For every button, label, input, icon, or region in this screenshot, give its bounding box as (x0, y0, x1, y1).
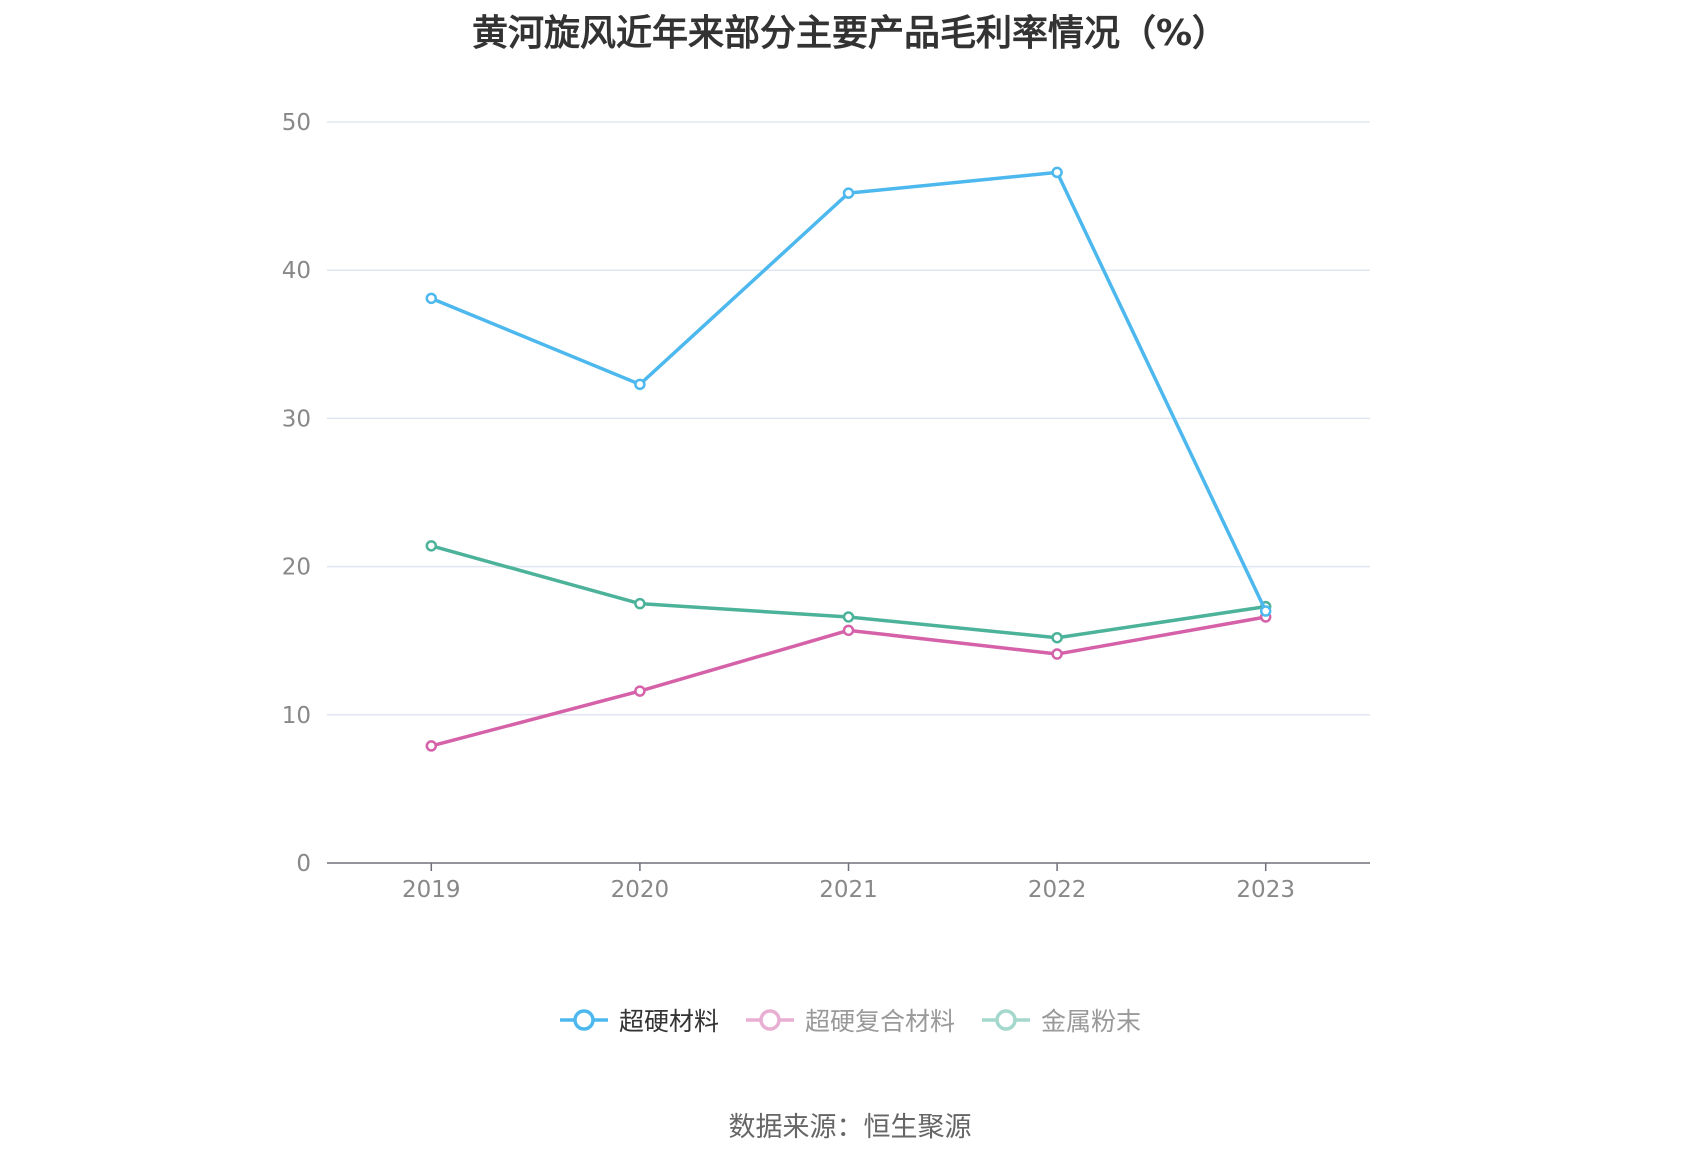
line-chart: 0 10 20 30 40 50 2019 2020 2021 2022 2023 (282, 110, 1370, 903)
x-tick-label: 2023 (1236, 877, 1295, 903)
x-tick-label: 2022 (1028, 877, 1087, 903)
legend-label: 超硬材料 (618, 1007, 719, 1036)
data-point (1051, 166, 1063, 179)
data-point (842, 624, 855, 637)
y-tick-label: 20 (282, 555, 311, 581)
y-tick-label: 40 (282, 258, 311, 284)
legend-item-1[interactable]: 超硬材料 (559, 1002, 719, 1038)
y-tick-label: 30 (282, 406, 311, 432)
data-point (1051, 631, 1063, 644)
data-point (842, 187, 855, 199)
legend-item-2[interactable]: 超硬复合材料 (745, 1002, 955, 1038)
series-line-2 (430, 615, 1267, 748)
data-point (425, 292, 438, 305)
data-point (842, 611, 855, 623)
y-tick-label: 0 (296, 851, 311, 877)
y-tick-label: 10 (282, 703, 311, 729)
x-tick-label: 2019 (402, 877, 461, 903)
legend-label: 超硬复合材料 (804, 1007, 955, 1036)
data-point (634, 378, 646, 391)
legend: 超硬材料 超硬复合材料 金属粉末 (0, 1002, 1700, 1038)
x-tick-label: 2021 (819, 877, 878, 903)
series-line-1 (430, 170, 1268, 612)
chart-title: 黄河旋风近年来部分主要产品毛利率情况（%） (471, 13, 1229, 54)
data-point (634, 685, 646, 697)
legend-item-3[interactable]: 金属粉末 (981, 1002, 1141, 1038)
data-point (1051, 648, 1063, 660)
legend-label: 金属粉末 (1041, 1007, 1142, 1036)
data-point (425, 740, 438, 752)
legend-line-circle-icon (982, 1009, 1030, 1031)
legend-line-circle-icon (559, 1009, 608, 1031)
data-source: 数据来源：恒生聚源 (728, 1112, 972, 1143)
data-point (425, 540, 438, 552)
legend-line-circle-icon (745, 1009, 794, 1031)
data-point (634, 597, 646, 610)
data-point (1259, 605, 1272, 617)
x-tick-label: 2020 (611, 877, 670, 903)
series-line-3 (430, 544, 1266, 640)
y-tick-label: 50 (282, 110, 311, 136)
